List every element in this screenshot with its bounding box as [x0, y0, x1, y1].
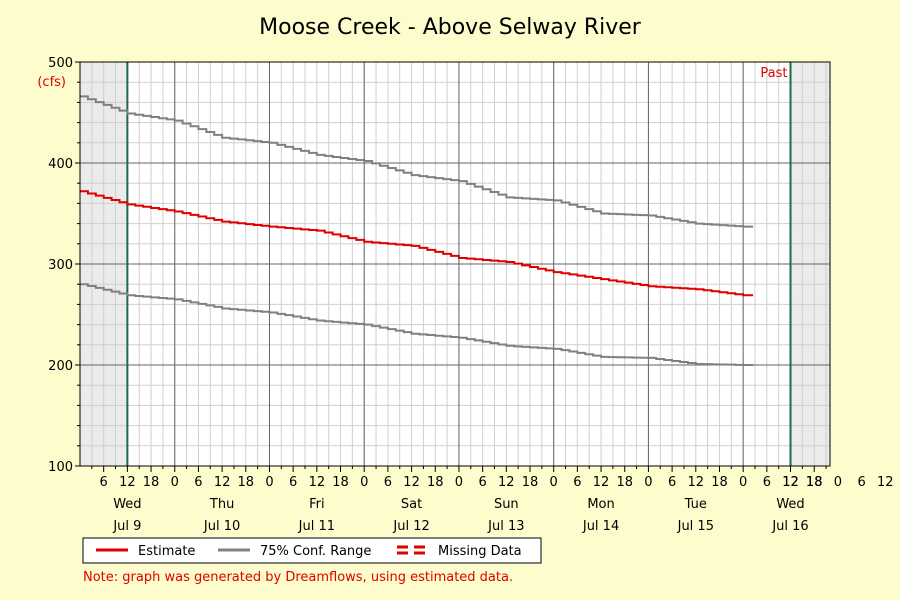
x-hour-label: 12	[593, 475, 610, 490]
series-line	[80, 283, 754, 366]
legend-label: 75% Conf. Range	[260, 544, 371, 559]
x-hour-label: 12	[403, 475, 420, 490]
x-day-label: Tue	[684, 497, 707, 512]
x-hour-label: 18	[238, 475, 255, 490]
series-line	[80, 95, 754, 228]
x-hour-label: 6	[763, 475, 771, 490]
chart-title: Moose Creek - Above Selway River	[259, 15, 642, 40]
x-day-label: Wed	[113, 497, 141, 512]
x-hour-label: 0	[360, 475, 368, 490]
x-hour-label: 0	[550, 475, 558, 490]
x-hour-label: 6	[100, 475, 108, 490]
x-day-label: Sat	[401, 497, 422, 512]
chart-note: Note: graph was generated by Dreamflows,…	[83, 570, 513, 585]
x-hour-label: 12	[119, 475, 136, 490]
x-hour-label: 6	[289, 475, 297, 490]
x-hour-label: 18	[806, 475, 823, 490]
x-hour-label: 0	[644, 475, 652, 490]
past-label: Past	[760, 66, 787, 81]
x-day-label: Wed	[776, 497, 804, 512]
y-tick-label: 100	[48, 460, 73, 475]
x-hour-label: 18	[616, 475, 633, 490]
x-hour-label: 18	[806, 475, 823, 490]
x-hour-label: 0	[171, 475, 179, 490]
y-tick-label: 200	[48, 359, 73, 374]
x-hour-label: 18	[143, 475, 160, 490]
x-hour-label: 6	[384, 475, 392, 490]
x-day-label: Mon	[587, 497, 614, 512]
x-hour-label: 0	[739, 475, 747, 490]
x-hour-label: 6	[668, 475, 676, 490]
x-date-label: Jul 15	[677, 519, 714, 534]
x-date-label: Jul 9	[112, 519, 141, 534]
x-hour-label: 6	[857, 475, 865, 490]
x-hour-label: 18	[711, 475, 728, 490]
x-date-label: Jul 16	[771, 519, 808, 534]
x-date-label: Jul 14	[582, 519, 619, 534]
x-day-label: Thu	[209, 497, 234, 512]
x-date-label: Jul 10	[203, 519, 240, 534]
x-day-label: Fri	[309, 497, 325, 512]
x-hour-label: 6	[478, 475, 486, 490]
x-hour-label: 6	[573, 475, 581, 490]
x-hour-label: 12	[877, 475, 894, 490]
legend-label: Estimate	[138, 544, 195, 559]
y-axis-label: (cfs)	[37, 75, 66, 90]
x-date-label: Jul 13	[487, 519, 524, 534]
x-hour-label: 6	[194, 475, 202, 490]
legend-label: Missing Data	[438, 544, 522, 559]
series-line	[80, 190, 754, 297]
y-tick-label: 300	[48, 258, 73, 273]
x-hour-label: 12	[214, 475, 231, 490]
legend: Estimate 75% Conf. Range Missing Data	[82, 537, 542, 564]
x-hour-label: 18	[332, 475, 349, 490]
x-day-label: Sun	[494, 497, 519, 512]
y-tick-label: 400	[48, 157, 73, 172]
x-hour-label: 12	[498, 475, 515, 490]
x-date-label: Jul 11	[298, 519, 335, 534]
x-hour-label: 12	[688, 475, 705, 490]
x-hour-label: 0	[455, 475, 463, 490]
x-hour-label: 12	[782, 475, 799, 490]
x-hour-label: 0	[265, 475, 273, 490]
legend-box	[82, 537, 542, 564]
x-hour-label: 12	[309, 475, 326, 490]
x-hour-label: 18	[522, 475, 539, 490]
x-hour-label: 18	[427, 475, 444, 490]
x-hour-label: 0	[834, 475, 842, 490]
x-hour-label: 12	[782, 475, 799, 490]
y-tick-label: 500	[48, 56, 73, 71]
x-date-label: Jul 12	[392, 519, 429, 534]
